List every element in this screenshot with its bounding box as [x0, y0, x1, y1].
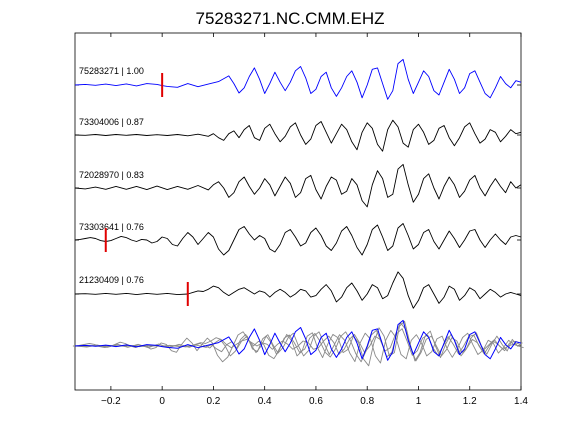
x-tick-label: 1	[416, 396, 422, 407]
trace-line	[74, 223, 522, 256]
chart-title: 75283271.NC.CMM.EHZ	[196, 9, 385, 28]
x-tick-label: −0.2	[101, 396, 121, 407]
x-tick-label: 0.8	[360, 396, 374, 407]
trace-line	[74, 58, 522, 100]
trace-line	[74, 271, 522, 309]
x-tick-label: 1.2	[463, 396, 477, 407]
overlay-trace-line	[73, 328, 521, 363]
overlay-stack	[72, 319, 524, 367]
traces	[74, 58, 522, 309]
overlay-trace-line	[76, 320, 523, 367]
trace-line	[74, 163, 522, 208]
pick-markers	[104, 73, 189, 306]
plot-frame	[74, 32, 522, 391]
x-tick-label: 1.4	[514, 396, 528, 407]
x-tick-label: 0.6	[309, 396, 323, 407]
x-axis: −0.2 0 0.2 0.4 0.6 0.8 1 1.2 1.4	[75, 33, 528, 407]
x-tick-label: 0.4	[258, 396, 272, 407]
overlay-trace-line	[72, 329, 520, 364]
overlay-master-line	[74, 319, 522, 361]
trace-label: 75283271 | 1.00	[79, 66, 144, 76]
trace-label: 73303641 | 0.76	[79, 222, 144, 232]
trace-line	[74, 119, 522, 152]
trace-label: 72028970 | 0.83	[79, 170, 144, 180]
x-tick-label: 0.2	[206, 396, 220, 407]
x-tick-label: 0	[159, 396, 165, 407]
trace-label: 21230409 | 0.76	[79, 275, 144, 285]
trace-label: 73304006 | 0.87	[79, 117, 144, 127]
trace-labels: 75283271 | 1.00 73304006 | 0.87 72028970 |…	[79, 66, 144, 285]
overlay-trace-line	[77, 322, 524, 362]
